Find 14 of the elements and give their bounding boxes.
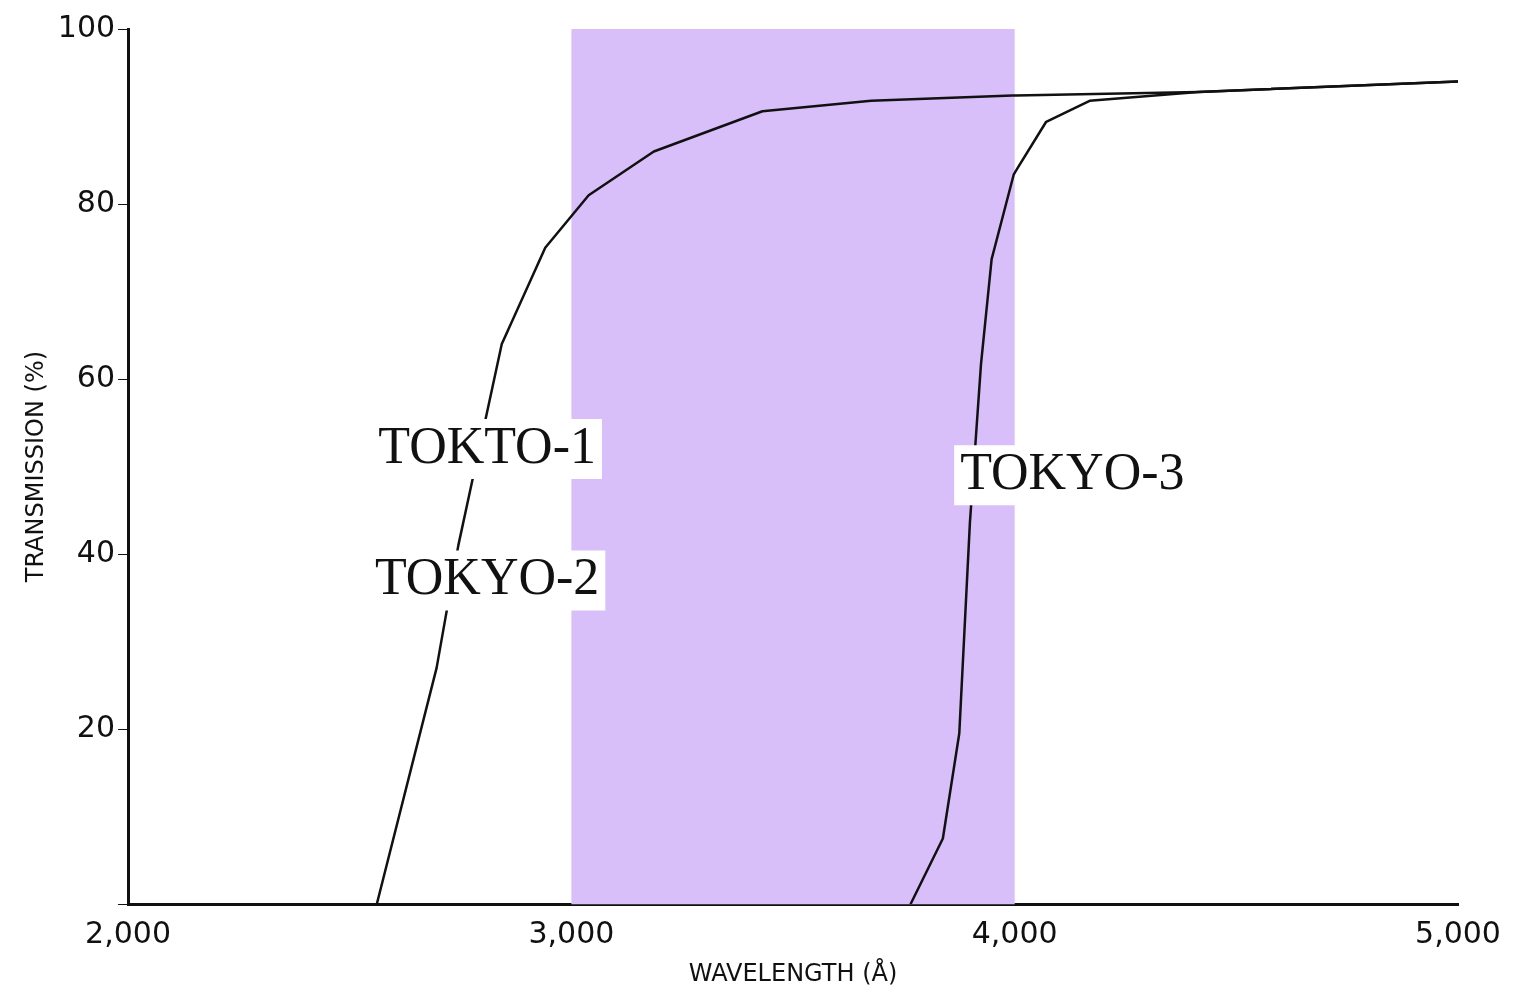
y-tick-label: 60 <box>76 358 116 394</box>
x-axis-title: WAVELENGTH (Å) <box>688 957 898 987</box>
y-tick-label: 100 <box>57 8 116 44</box>
y-tick-label: 20 <box>76 708 116 744</box>
annotation: TOKTO-1 <box>378 416 596 474</box>
annotation: TOKYO-2 <box>374 548 600 606</box>
x-tick-label: 2,000 <box>85 915 172 950</box>
y-tick-label: 80 <box>76 183 116 219</box>
y-axis-title: TRANSMISSION (%) <box>20 350 49 584</box>
x-tick-label: 4,000 <box>971 915 1058 950</box>
x-tick-label: 3,000 <box>528 915 615 950</box>
annotation: TOKYO-3 <box>960 443 1185 501</box>
y-tick-label: 40 <box>76 533 116 569</box>
x-tick-label: 5,000 <box>1415 915 1501 950</box>
